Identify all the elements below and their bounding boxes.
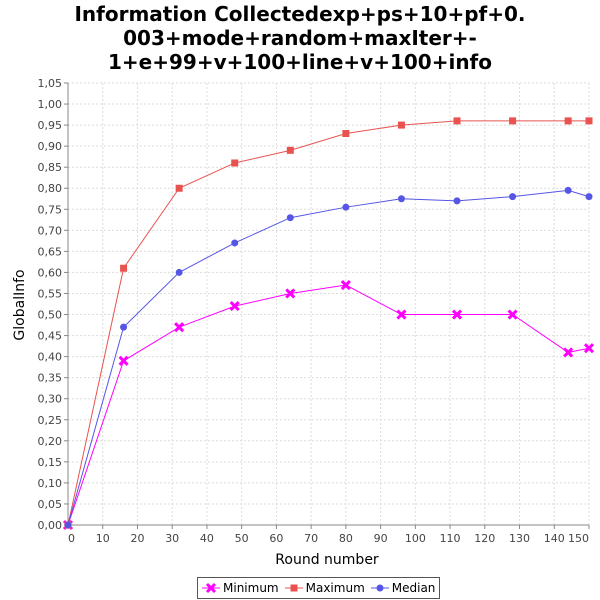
point-median <box>509 193 517 201</box>
line-chart: 0,00 0,05 0,10 0,15 0,20 0,25 0,30 0,35 0,40 0,45… <box>12 77 595 568</box>
legend-swatch-maximum <box>284 584 303 592</box>
x-tick-label: 60 <box>269 532 283 545</box>
x-tick-label: 130 <box>509 532 530 545</box>
legend-label-minimum: Minimum <box>223 581 279 595</box>
point-maximum <box>342 130 350 138</box>
x-tick-label: 0 <box>68 532 75 545</box>
point-maximum <box>453 117 461 125</box>
legend-item-maximum: Maximum <box>284 581 365 595</box>
y-tick-label: 0,00 <box>38 519 63 532</box>
y-tick-label: 0,95 <box>38 119 63 132</box>
point-maximum <box>509 117 517 125</box>
point-minimum <box>396 309 407 320</box>
point-maximum <box>585 117 593 125</box>
point-median <box>231 239 239 247</box>
series-median <box>64 186 593 529</box>
legend-label-median: Median <box>391 581 436 595</box>
point-minimum <box>340 279 351 291</box>
chart-title-line-3: 1+e+99+v+100+line+v+100+info <box>108 50 492 74</box>
y-tick-label: 1,00 <box>38 98 63 111</box>
legend-item-median: Median <box>370 581 436 595</box>
x-tick-label: 50 <box>235 532 249 545</box>
point-maximum <box>231 159 239 167</box>
point-maximum <box>175 184 183 192</box>
y-tick-label: 0,25 <box>38 414 63 427</box>
point-minimum <box>174 322 185 333</box>
chart-title-line-2: 003+mode+random+maxIter+- <box>123 26 477 50</box>
x-tick-label: 120 <box>474 532 495 545</box>
grid <box>67 82 590 526</box>
point-median <box>397 195 405 203</box>
x-tick-label: 10 <box>96 532 110 545</box>
legend-item-minimum: Minimum <box>202 581 279 595</box>
y-tick-label: 0,70 <box>38 224 63 237</box>
chart-title: Information Collectedexp+ps+10+pf+0. 003… <box>0 2 600 74</box>
legend-swatch-minimum <box>202 582 220 594</box>
y-tick-label: 0,40 <box>38 351 63 364</box>
point-minimum <box>507 309 518 320</box>
y-tick-label: 0,60 <box>38 266 63 279</box>
y-tick-label: 0,05 <box>38 498 63 511</box>
point-median <box>286 214 294 222</box>
point-maximum <box>120 264 128 272</box>
point-minimum <box>285 288 296 299</box>
y-tick-label: 0,75 <box>38 203 63 216</box>
point-median <box>64 521 72 529</box>
point-median <box>585 193 593 201</box>
x-tick-label: 90 <box>374 532 388 545</box>
y-tick-label: 0,90 <box>38 140 63 153</box>
x-tick-label: 40 <box>200 532 214 545</box>
point-minimum <box>451 309 463 320</box>
y-tick-label: 0,20 <box>38 435 63 448</box>
legend: Minimum Maximum Median <box>197 577 441 599</box>
y-tick-label: 0,10 <box>38 477 63 490</box>
x-tick-label: 30 <box>165 532 179 545</box>
y-tick-label: 0,85 <box>38 161 63 174</box>
plot-area <box>68 83 589 525</box>
legend-swatch-median <box>370 584 389 592</box>
x-tick-label: 80 <box>339 532 353 545</box>
ticks: 0,00 0,05 0,10 0,15 0,20 0,25 0,30 0,35 0,40 0,45… <box>38 77 590 545</box>
y-tick-label: 0,50 <box>38 309 63 322</box>
y-tick-label: 0,35 <box>38 372 63 385</box>
point-minimum <box>118 355 129 366</box>
point-median <box>564 186 572 194</box>
y-tick-label: 0,55 <box>38 287 63 300</box>
point-maximum <box>564 117 572 125</box>
x-tick-label: 110 <box>440 532 461 545</box>
y-tick-label: 0,15 <box>38 456 63 469</box>
axes <box>67 83 589 526</box>
point-median <box>175 268 183 276</box>
legend-label-maximum: Maximum <box>305 581 365 595</box>
y-tick-label: 0,30 <box>38 393 63 406</box>
point-maximum <box>397 121 405 129</box>
point-median <box>120 323 128 331</box>
point-median <box>342 203 350 211</box>
series-group <box>62 117 595 531</box>
point-minimum <box>583 343 595 354</box>
y-axis-title: GlobalInfo <box>12 269 28 340</box>
point-maximum <box>286 146 294 154</box>
x-axis-title: Round number <box>275 552 379 568</box>
chart-title-line-1: Information Collectedexp+ps+10+pf+0. <box>74 2 526 26</box>
y-tick-label: 0,65 <box>38 245 63 258</box>
point-minimum <box>229 301 240 312</box>
x-tick-label: 150 <box>568 532 589 545</box>
x-tick-label: 70 <box>304 532 318 545</box>
x-tick-label: 100 <box>405 532 426 545</box>
y-tick-label: 0,45 <box>38 330 63 343</box>
x-tick-label: 140 <box>544 532 565 545</box>
series-minimum <box>62 279 595 531</box>
point-minimum <box>563 347 574 358</box>
y-tick-label: 1,05 <box>38 77 63 90</box>
x-tick-label: 20 <box>130 532 144 545</box>
point-median <box>453 197 461 205</box>
y-tick-label: 0,80 <box>38 182 63 195</box>
